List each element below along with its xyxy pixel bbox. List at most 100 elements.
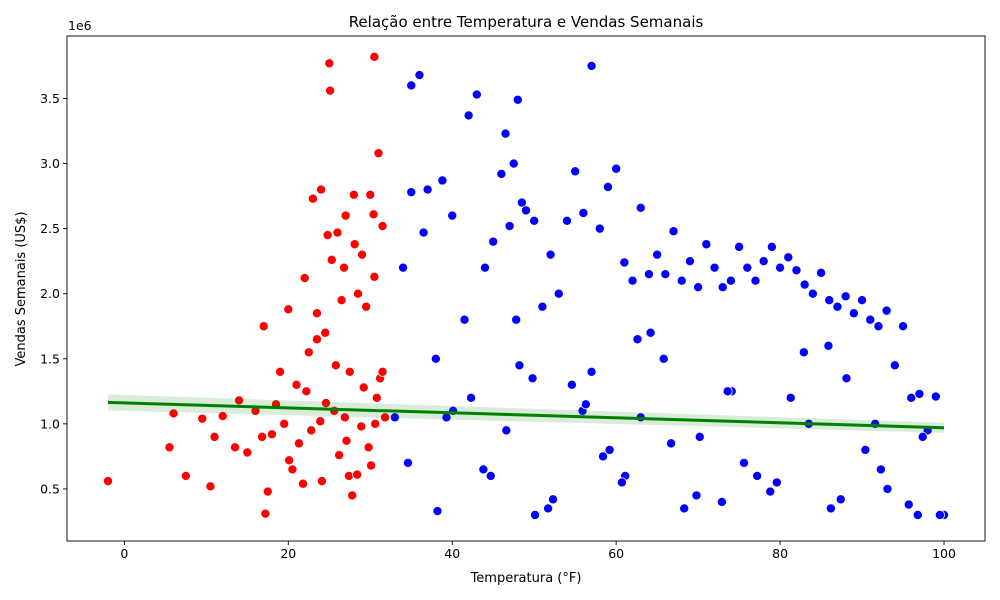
data-point [604,444,615,455]
data-point [742,262,753,273]
data-point [660,269,671,280]
data-point [643,269,654,280]
data-point [463,110,474,121]
data-point [725,275,736,286]
y-tick-label: 1.0 [40,416,60,431]
data-point [209,431,220,442]
data-point [823,340,834,351]
data-point [548,494,559,505]
data-point [358,382,369,393]
data-point [898,321,909,332]
data-point [889,360,900,371]
data-point [934,509,945,520]
data-point [316,184,327,195]
data-point [352,288,363,299]
data-point [480,262,491,273]
data-point [197,413,208,424]
data-point [347,490,358,501]
data-point [284,455,295,466]
data-point [586,366,597,377]
data-point [917,431,928,442]
data-point [330,360,341,371]
data-point [765,486,776,497]
data-point [668,226,679,237]
data-point [275,366,286,377]
data-point [230,442,241,453]
data-point [418,227,429,238]
x-axis-title: Temperatura (°F) [470,571,582,586]
data-point [287,464,298,475]
data-point [299,273,310,284]
data-point [352,469,363,480]
x-tick-label: 100 [932,546,956,561]
data-point [466,392,477,403]
data-point [373,148,384,159]
data-point [766,241,777,252]
data-point [258,321,269,332]
data-point [619,257,630,268]
data-point [279,418,290,429]
data-point [537,301,548,312]
data-point [882,483,893,494]
data-point [398,262,409,273]
data-point [616,477,627,488]
series-high-temperature [389,60,950,520]
data-point [368,209,379,220]
data-point [791,265,802,276]
data-point [578,208,589,219]
data-point [311,334,322,345]
data-point [257,431,268,442]
data-point [298,478,309,489]
data-point [561,215,572,226]
data-point [739,457,750,468]
x-tick-label: 60 [608,546,624,561]
data-point [326,254,337,265]
y-tick-label: 2.0 [40,286,60,301]
data-point [632,334,643,345]
x-tick-label: 20 [280,546,296,561]
data-point [365,189,376,200]
y-tick-label: 3.5 [40,91,60,106]
data-point [553,288,564,299]
data-point [873,321,884,332]
x-tick-label: 40 [444,546,460,561]
data-point [627,275,638,286]
data-point [471,89,482,100]
y-tick-label: 2.5 [40,221,60,236]
data-point [496,168,507,179]
data-point [180,470,191,481]
data-point [361,301,372,312]
data-point [406,187,417,198]
data-point [430,353,441,364]
data-point [322,230,333,241]
data-point [459,314,470,325]
data-point [341,435,352,446]
data-point [293,438,304,449]
data-point [658,353,669,364]
data-point [366,460,377,471]
data-point [783,252,794,263]
data-point [437,175,448,186]
data-point [645,327,656,338]
chart-title: Relação entre Temperatura e Vendas Seman… [349,13,704,31]
data-point [266,429,277,440]
data-point [684,256,695,267]
data-point [701,239,712,250]
y-axis-title: Vendas Semanais (US$) [14,211,29,366]
data-point [102,476,113,487]
y-tick-label: 3.0 [40,156,60,171]
data-point [363,442,374,453]
data-point [377,221,388,232]
data-point [594,223,605,234]
data-point [488,236,499,247]
data-point [716,496,727,507]
data-point [875,464,886,475]
data-point [798,347,809,358]
data-point [598,451,609,462]
data-point [369,271,380,282]
data-point [825,503,836,514]
data-point [357,249,368,260]
data-point [303,347,314,358]
data-point [722,386,733,397]
data-point [315,416,326,427]
